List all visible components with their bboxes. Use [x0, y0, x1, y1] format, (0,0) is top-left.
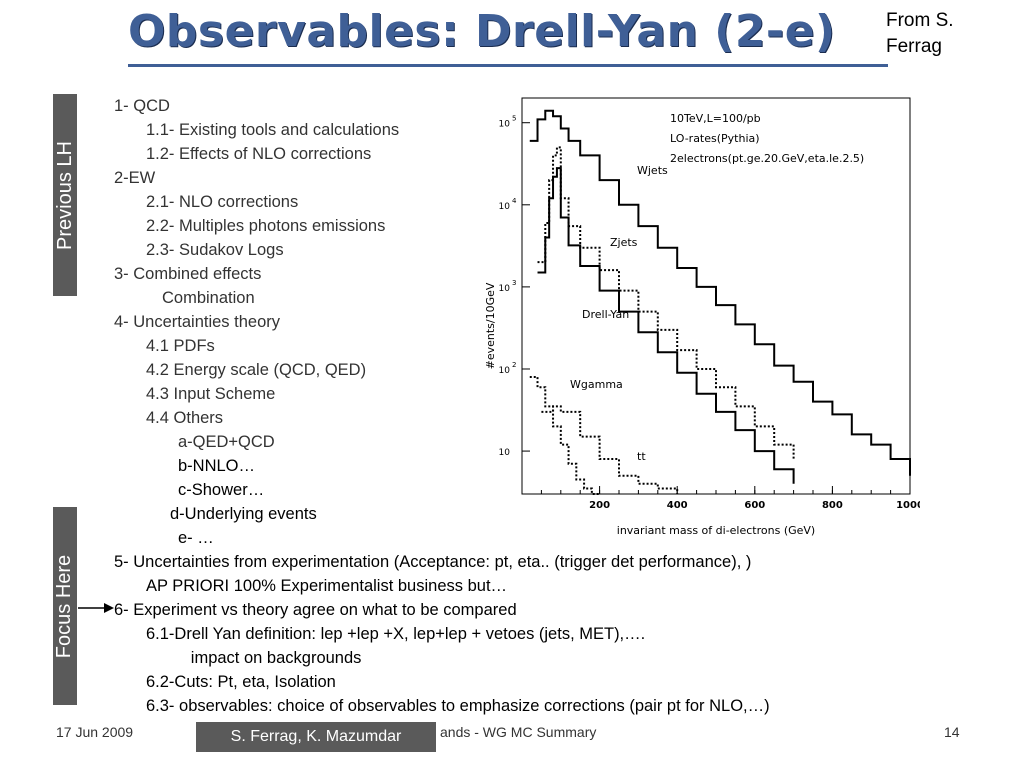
outline-item: b-NNLO… — [178, 457, 256, 475]
title-underline — [128, 64, 888, 67]
y-tick-label: 10 — [499, 366, 511, 376]
outline-item: d-Underlying events — [170, 505, 317, 523]
outline-item: 2-EW — [114, 169, 156, 187]
series-label: Wjets — [637, 164, 668, 177]
outline-item: c-Shower… — [178, 481, 265, 499]
series-line-wgamma — [529, 375, 600, 495]
x-tick-label: 1000 — [896, 500, 920, 511]
side-label-focus-here: Focus Here — [53, 507, 77, 705]
outline-item: 2.2- Multiples photons emissions — [146, 217, 386, 235]
y-tick-label: 10 — [499, 120, 511, 130]
page-number: 14 — [944, 724, 960, 740]
outline-item: 6.2-Cuts: Pt, eta, Isolation — [146, 673, 336, 691]
legend-text: LO-rates(Pythia) — [670, 132, 760, 145]
credit-line-1: From S. — [886, 10, 954, 31]
legend-text: 10TeV,L=100/pb — [670, 112, 761, 125]
series-line-tt — [541, 405, 679, 494]
outline-item: 2.1- NLO corrections — [146, 193, 299, 211]
outline-item: 4.2 Energy scale (QCD, QED) — [146, 361, 367, 379]
footer-center-text: ands - WG MC Summary — [440, 724, 597, 740]
series-line-drell-yan — [537, 167, 795, 484]
outline-item: AP PRIORI 100% Experimentalist business … — [146, 577, 508, 595]
y-tick-label: 10 — [499, 202, 511, 212]
outline-item: 2.3- Sudakov Logs — [146, 241, 284, 259]
outline-item: 4.1 PDFs — [146, 337, 215, 355]
side-label-previous-lh: Previous LH — [53, 94, 77, 296]
outline-item: 4- Uncertainties theory — [114, 313, 280, 331]
outline-item: 6- Experiment vs theory agree on what to… — [114, 601, 517, 619]
invariant-mass-chart: 200400600800100010102103104105invariant … — [484, 97, 920, 537]
outline-item: impact on backgrounds — [190, 649, 362, 667]
outline-item: a-QED+QCD — [178, 433, 275, 451]
legend-text: 2electrons(pt.ge.20.GeV,eta.le.2.5) — [670, 152, 864, 165]
credit-note: From S. Ferrag — [886, 8, 954, 60]
outline-item: 1- QCD — [114, 97, 170, 115]
outline-item: Combination — [162, 289, 255, 307]
series-label: Zjets — [610, 236, 638, 249]
outline-item: 6.1-Drell Yan definition: lep +lep +X, l… — [146, 625, 646, 643]
x-tick-label: 600 — [744, 500, 765, 511]
credit-line-2: Ferrag — [886, 36, 942, 57]
series-label: Wgamma — [570, 378, 623, 391]
footer-date: 17 Jun 2009 — [56, 724, 134, 740]
focus-arrow-icon — [78, 603, 114, 613]
y-axis-label: #events/10GeV — [484, 282, 497, 369]
y-tick-label: 10 — [499, 284, 511, 294]
x-tick-label: 200 — [589, 500, 610, 511]
x-axis-label: invariant mass of di-electrons (GeV) — [617, 524, 815, 537]
outline-item: 3- Combined effects — [114, 265, 262, 283]
y-tick-exponent: 5 — [512, 115, 516, 123]
footer-authors: S. Ferrag, K. Mazumdar — [196, 722, 436, 752]
outline-item: 4.3 Input Scheme — [146, 385, 276, 403]
series-line-wjets — [529, 109, 911, 476]
outline-item: 4.4 Others — [146, 409, 224, 427]
outline-item: 6.3- observables: choice of observables … — [146, 697, 770, 715]
y-tick-exponent: 3 — [512, 279, 516, 287]
series-label: Drell-Yan — [582, 308, 629, 321]
x-tick-label: 800 — [822, 500, 843, 511]
outline-item: 1.2- Effects of NLO corrections — [146, 145, 372, 163]
outline-item: 1.1- Existing tools and calculations — [146, 121, 400, 139]
slide-title: Observables: Drell-Yan (2-e) — [128, 6, 836, 57]
y-tick-exponent: 4 — [512, 197, 517, 205]
outline-item: 5- Uncertainties from experimentation (A… — [114, 553, 752, 571]
y-tick-label: 10 — [499, 448, 511, 458]
y-tick-exponent: 2 — [512, 361, 516, 369]
outline-item: e- … — [178, 529, 214, 547]
series-label: tt — [637, 450, 646, 463]
x-tick-label: 400 — [667, 500, 688, 511]
